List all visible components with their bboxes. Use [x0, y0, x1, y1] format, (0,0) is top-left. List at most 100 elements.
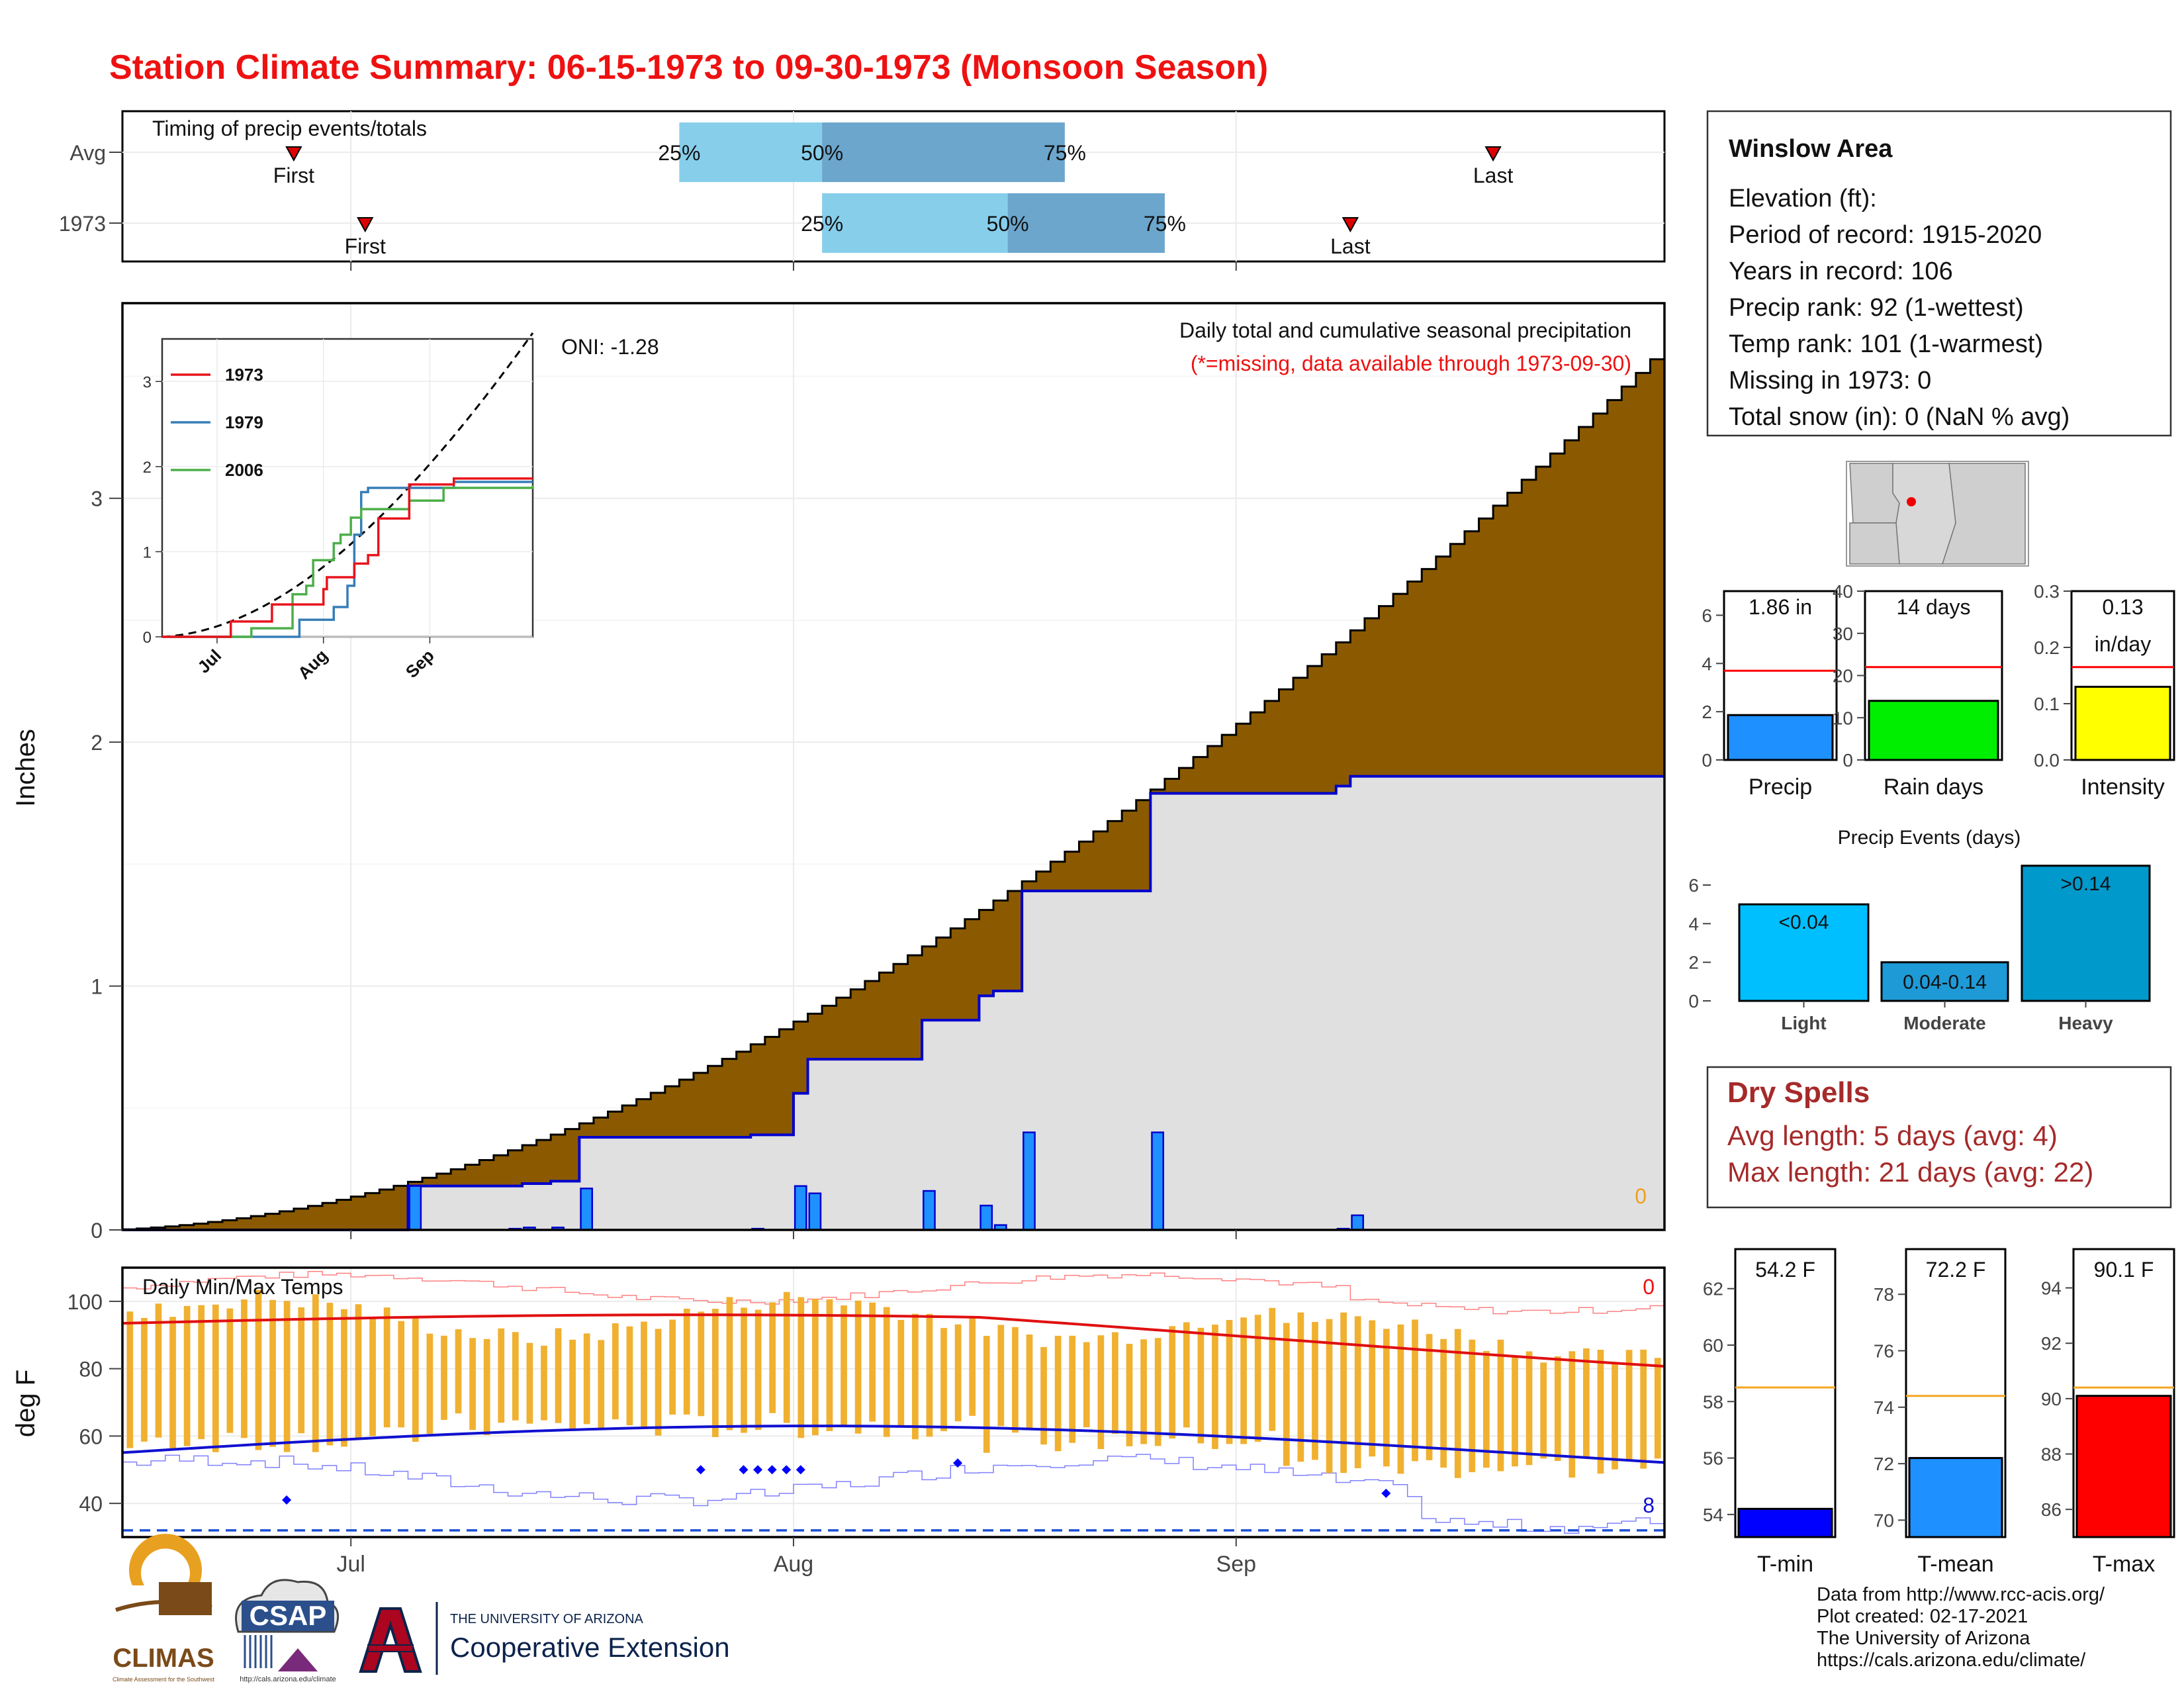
station-line-2: Years in record: 106 — [1729, 258, 1953, 285]
tmin-mini-ytick-label-0: 54 — [1703, 1505, 1723, 1525]
daily-temp-bar — [283, 1301, 291, 1452]
station-line-5: Missing in 1973: 0 — [1729, 367, 1931, 395]
intensity-mini-bar — [2074, 686, 2171, 761]
csap-logo-mountain — [278, 1648, 318, 1671]
daily-temp-bar — [1554, 1356, 1561, 1461]
daily-temp-bar — [1583, 1348, 1590, 1459]
tmin-mini-value-label: 54.2 F — [1755, 1258, 1815, 1282]
events-xlabel-light: Light — [1781, 1013, 1826, 1033]
daily-temp-bar — [369, 1317, 376, 1436]
daily-temp-bar — [298, 1307, 305, 1434]
daily-temp-bar — [355, 1304, 362, 1440]
daily-temp-bar — [912, 1313, 919, 1440]
avg-max-line — [122, 1313, 1665, 1368]
daily-temp-bar — [726, 1297, 733, 1430]
daily-temp-bar — [526, 1342, 533, 1424]
daily-temp-bar — [1625, 1350, 1633, 1462]
daily-temp-bar — [1597, 1350, 1604, 1474]
ua-logo-bar — [367, 1644, 414, 1652]
inset-ytick-label-0: 0 — [143, 629, 152, 647]
daily-temp-bar — [954, 1324, 962, 1422]
daily-temp-bar — [1454, 1329, 1461, 1478]
daily-temp-bar — [1440, 1338, 1447, 1468]
main-ytick-label-1: 1 — [91, 975, 103, 999]
daily-temp-bar — [812, 1299, 819, 1436]
raindays-mini-xlabel: Rain days — [1884, 774, 1983, 800]
figure-title: Station Climate Summary: 06-15-1973 to 0… — [109, 48, 1269, 87]
timing-label: Timing of precip events/totals — [152, 117, 427, 140]
tmin-mini-ytick-label-1: 56 — [1703, 1448, 1723, 1469]
record-low-marker — [739, 1465, 749, 1475]
station-line-3: Precip rank: 92 (1-wettest) — [1729, 294, 2024, 322]
climas-logo-swoosh — [115, 1599, 212, 1612]
intensity-mini-ytick-label-1: 0.1 — [2034, 694, 2060, 714]
station-name: Winslow Area — [1729, 135, 1893, 163]
daily-temp-bar — [869, 1302, 876, 1422]
dry-spells-avg: Avg length: 5 days (avg: 4) — [1727, 1120, 2058, 1151]
station-info-box — [1706, 110, 2172, 437]
intensity-mini-ytick-label-0: 0.0 — [2034, 750, 2060, 771]
daily-temp-bar — [569, 1339, 576, 1430]
temp-missing-min: 8 — [1643, 1493, 1655, 1517]
daily-temp-bar — [1069, 1335, 1076, 1443]
daily-temp-bar — [183, 1305, 191, 1446]
daily-temp-bar — [1154, 1338, 1161, 1446]
tmax-mini-ytick-label-2: 90 — [2041, 1389, 2062, 1409]
inset-legend-label-1973: 1973 — [225, 365, 263, 385]
tmean-mini-value-label: 72.2 F — [1926, 1258, 1986, 1282]
csap-logo-banner — [242, 1601, 334, 1631]
daily-precip-bar — [1023, 1131, 1036, 1231]
record-max-line — [122, 1270, 1664, 1315]
daily-temp-bar — [1112, 1332, 1118, 1434]
station-line-1: Period of record: 1915-2020 — [1729, 221, 2042, 249]
climas-logo-subtext: Climate Assessment for the Southwest — [113, 1676, 215, 1683]
temp-ytick-label-1: 60 — [79, 1425, 103, 1448]
timing-first-label-0: First — [273, 164, 314, 187]
events-xlabel-heavy: Heavy — [2058, 1013, 2113, 1033]
map-state-mx — [1849, 522, 1900, 565]
daily-temp-bar — [669, 1319, 676, 1415]
daily-temp-bar — [769, 1302, 776, 1413]
tmin-mini-ytick-label-3: 60 — [1703, 1335, 1723, 1356]
tmean-mini-ytick-label-2: 74 — [1874, 1397, 1894, 1418]
daily-temp-bar — [383, 1307, 390, 1428]
climas-logo-block — [159, 1582, 212, 1615]
record-min-line — [122, 1454, 1664, 1534]
temp-ytick-label-0: 40 — [79, 1492, 103, 1516]
ua-logo-line2: Cooperative Extension — [450, 1632, 730, 1663]
dry-spells-title: Dry Spells — [1727, 1076, 1870, 1109]
tmean-mini-bar — [1908, 1457, 2003, 1538]
daily-temp-bar — [883, 1307, 890, 1437]
daily-temp-bar — [926, 1313, 933, 1437]
raindays-mini-ytick-label-4: 40 — [1833, 581, 1853, 602]
tmean-mini-ytick-label-0: 70 — [1874, 1510, 1894, 1530]
daily-precip-bar — [1151, 1131, 1164, 1231]
station-line-0: Elevation (ft): — [1729, 185, 1877, 212]
station-line-6: Total snow (in): 0 (NaN % avg) — [1729, 403, 2070, 431]
daily-temp-bar — [412, 1315, 419, 1442]
raindays-mini-ytick-label-2: 20 — [1833, 666, 1853, 686]
daily-temp-bar — [555, 1328, 562, 1423]
tmax-mini-ytick-label-4: 94 — [2041, 1278, 2062, 1299]
daily-temp-bar — [1326, 1319, 1333, 1474]
daily-temp-bar — [455, 1329, 462, 1414]
daily-temp-bar — [598, 1340, 605, 1429]
timing-first-marker-1 — [357, 217, 374, 233]
timing-p25-1: 25% — [801, 212, 843, 236]
daily-temp-bar — [512, 1332, 519, 1421]
record-low-marker — [282, 1495, 292, 1505]
raindays-mini-ytick-label-3: 30 — [1833, 624, 1853, 644]
timing-row-label-1: 1973 — [59, 212, 106, 236]
daily-temp-bar — [1126, 1344, 1133, 1446]
daily-temp-bar — [1569, 1351, 1576, 1478]
tmax-mini-ytick-label-3: 92 — [2041, 1333, 2062, 1354]
climas-logo-text: CLIMAS — [113, 1644, 214, 1673]
raindays-mini-ytick-label-1: 10 — [1833, 708, 1853, 728]
dry-spells-box — [1706, 1066, 2172, 1209]
main-panel-border — [121, 302, 1666, 1231]
main-title: Daily total and cumulative seasonal prec… — [1179, 318, 1631, 342]
temp-xtick-label-1: Aug — [774, 1552, 814, 1577]
timing-row-label-0: Avg — [69, 141, 106, 165]
